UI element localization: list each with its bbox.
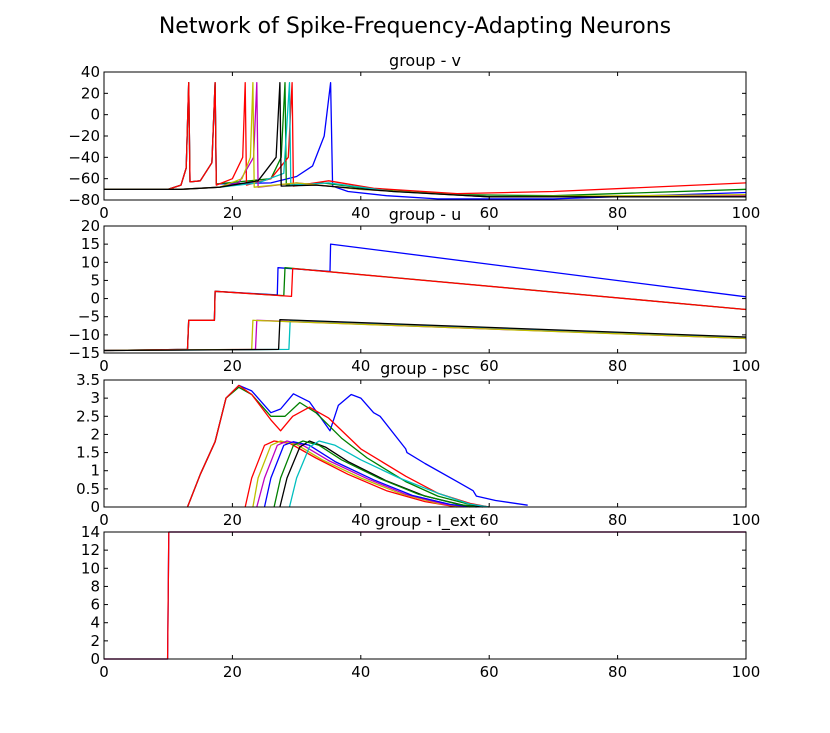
x-tick-label: 0 (99, 204, 109, 222)
series-line-7 (263, 441, 477, 508)
subplot-title: group - psc (380, 359, 470, 378)
series-line-9 (273, 440, 477, 508)
plot-area (104, 532, 746, 659)
x-tick-label: 80 (608, 357, 627, 375)
series-line-7 (104, 82, 746, 198)
series-line-3 (104, 82, 746, 195)
y-tick-label: 0 (90, 290, 100, 308)
subplot-title: group - I_ext (375, 511, 475, 531)
x-tick-label: 0 (99, 357, 109, 375)
y-tick-label: 6 (90, 596, 100, 614)
y-tick-label: 0 (90, 106, 100, 124)
subplot-1: 0 20 40 60 80 100 −80 −60 −40 −20 0 20 40 group - v (68, 51, 760, 222)
x-tick-label: 0 (99, 511, 109, 529)
y-tick-label: 14 (81, 523, 100, 541)
x-tick-label: 20 (223, 204, 242, 222)
series-line-3 (104, 267, 746, 352)
x-tick-label: 80 (608, 204, 627, 222)
x-tick-label: 20 (223, 357, 242, 375)
plot-area (104, 72, 746, 200)
x-tick-label: 0 (99, 663, 109, 681)
x-tick-label: 100 (732, 357, 761, 375)
x-tick-label: 40 (351, 204, 370, 222)
series-line-3 (186, 384, 490, 508)
plot-frame (103, 225, 747, 354)
x-tick-label: 40 (351, 663, 370, 681)
y-tick-label: 8 (90, 577, 100, 595)
y-tick-label: 10 (81, 559, 100, 577)
y-tick-label: 12 (81, 541, 100, 559)
x-tick-label: 80 (608, 511, 627, 529)
y-tick-label: −20 (68, 127, 100, 145)
plot-area (104, 226, 746, 353)
y-tick-label: 2.5 (76, 407, 100, 425)
y-tick-label: 0.5 (76, 480, 100, 498)
y-tick-label: 5 (90, 271, 100, 289)
y-tick-label: 15 (81, 235, 100, 253)
y-tick-label: 3 (90, 389, 100, 407)
series-group (186, 384, 528, 508)
y-tick-label: 4 (90, 614, 100, 632)
x-tick-label: 100 (732, 511, 761, 529)
series-line-4 (244, 440, 458, 508)
x-tick-label: 20 (223, 663, 242, 681)
y-tick-label: −10 (68, 326, 100, 344)
y-tick-label: 1.5 (76, 444, 100, 462)
plot-frame (103, 379, 747, 508)
x-tick-label: 40 (351, 511, 370, 529)
y-tick-label: 0 (90, 498, 100, 516)
y-tick-label: 20 (81, 84, 100, 102)
x-tick-label: 20 (223, 511, 242, 529)
y-tick-label: 2 (90, 425, 100, 443)
x-tick-label: 60 (480, 511, 499, 529)
series-line-10 (288, 440, 490, 508)
y-tick-label: 3.5 (76, 371, 100, 389)
figure-suptitle: Network of Spike-Frequency-Adapting Neur… (159, 14, 671, 39)
y-tick-label: −60 (68, 170, 100, 188)
y-tick-label: −15 (68, 344, 100, 362)
series-group (104, 243, 746, 352)
x-tick-label: 60 (480, 204, 499, 222)
series-group (104, 82, 746, 200)
x-tick-label: 60 (480, 663, 499, 681)
y-tick-label: 10 (81, 253, 100, 271)
y-tick-label: −5 (78, 308, 100, 326)
x-tick-label: 60 (480, 357, 499, 375)
y-tick-label: −80 (68, 191, 100, 209)
y-tick-label: −40 (68, 148, 100, 166)
x-tick-label: 100 (732, 204, 761, 222)
plot-frame (103, 531, 747, 660)
series-line-7 (104, 318, 746, 352)
y-tick-label: 2 (90, 632, 100, 650)
subplot-title: group - v (389, 51, 461, 70)
series-line-6 (256, 440, 470, 508)
subplot-title: group - u (389, 205, 462, 224)
y-tick-label: 40 (81, 63, 100, 81)
y-tick-label: 1 (90, 462, 100, 480)
y-tick-label: 20 (81, 217, 100, 235)
x-tick-label: 100 (732, 663, 761, 681)
series-line-5 (252, 440, 464, 508)
y-tick-label: 0 (90, 650, 100, 668)
x-tick-label: 80 (608, 663, 627, 681)
x-tick-label: 40 (351, 357, 370, 375)
